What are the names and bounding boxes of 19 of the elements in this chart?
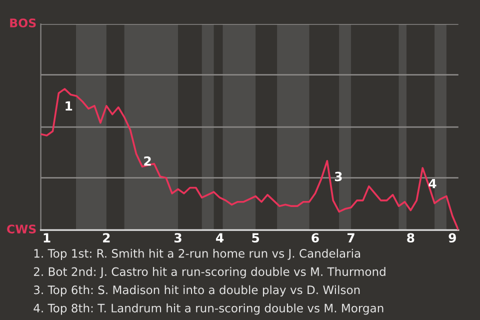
x-tick-label: 1 xyxy=(44,233,50,242)
annotation: 3 xyxy=(334,172,342,182)
text: CWS xyxy=(7,224,36,234)
x-tick-label: 9 xyxy=(448,233,456,243)
x-tick-label: 6 xyxy=(312,233,319,243)
text: 1. Top 1st: R. Smith hit a 2-run home run vs J. Candelaria xyxy=(34,248,360,260)
x-tick-label: 8 xyxy=(407,233,414,243)
text: 3. Top 6th: S. Madison hit into a double play vs D. Wilson xyxy=(34,285,360,296)
annotation: 2 xyxy=(144,156,151,166)
annotation: 4 xyxy=(428,178,436,188)
x-tick-label: 5 xyxy=(252,233,260,243)
text: 2. Bot 2nd: J. Castro hit a run-scoring double vs M. Thurmond xyxy=(34,267,386,278)
x-tick-label: 3 xyxy=(174,233,182,243)
x-tick-label: 7 xyxy=(348,233,354,242)
x-tick-label: 2 xyxy=(103,233,110,242)
text: BOS xyxy=(10,18,36,28)
text: 4. Top 8th: T. Landrum hit a run-scoring double vs M. Morgan xyxy=(34,304,384,315)
x-tick-label: 4 xyxy=(216,233,224,242)
annotation: 1 xyxy=(66,101,72,110)
